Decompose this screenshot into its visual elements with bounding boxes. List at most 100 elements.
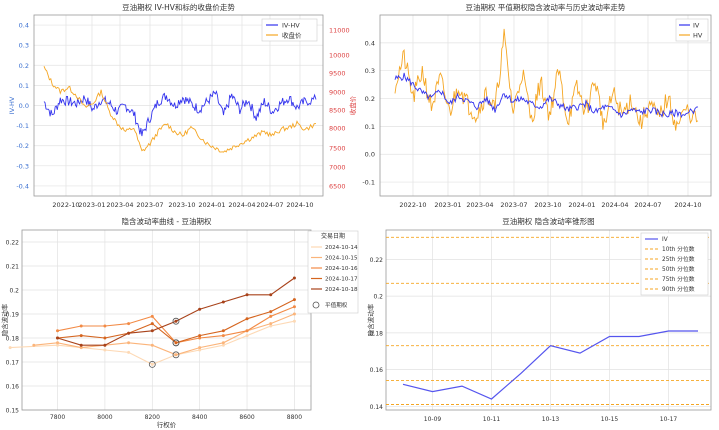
x-tick-label: 2023-01 <box>78 201 105 209</box>
x-tick-label: 10-09 <box>424 416 442 423</box>
legend-title: 交易日期 <box>321 232 345 240</box>
legend-label: HV <box>693 32 703 40</box>
y-right-tick-label: 7000 <box>329 164 346 172</box>
smile-point <box>245 293 249 297</box>
legend-label: 2024-10-15 <box>325 256 358 262</box>
y-tick-label: -0.1 <box>362 179 375 187</box>
legend-label: 25th 分位数 <box>662 255 695 263</box>
y-tick-label: 0.2 <box>365 95 375 103</box>
x-tick-label: 2023-07 <box>136 201 163 209</box>
panel-iv-hv-trend: 豆油期权 平值期权隐含波动率与历史波动率走势 0.4 0.3 0.2 0.1 0.0 -0.… <box>362 2 712 209</box>
smile-point <box>79 346 83 350</box>
x-tick-label: 2023-07 <box>500 201 527 209</box>
y-left-tick-label: -0.1 <box>16 122 29 130</box>
legend-label: 2024-10-18 <box>325 287 358 293</box>
legend: IV 10th 分位数 25th 分位数 50th 分位数 75th 分位数 90th 分… <box>640 232 709 296</box>
y-right-tick-label: 6500 <box>329 183 346 191</box>
y-tick-label: 0.2 <box>9 288 19 295</box>
y-tick-label: 0.3 <box>365 67 375 75</box>
x-tick-label: 2024-04 <box>228 201 255 209</box>
x-tick-label: 8000 <box>97 414 112 421</box>
y-left-tick-label: 0.2 <box>19 62 29 70</box>
x-tick-label: 2024-01 <box>198 201 225 209</box>
y-tick-label: 0.18 <box>370 330 384 337</box>
smile-series-line <box>57 277 295 346</box>
legend-label: 75th 分位数 <box>662 275 695 283</box>
iv-series-line <box>402 330 698 400</box>
x-tick-label: 10-13 <box>542 416 560 423</box>
y-right-tick-label: 9000 <box>329 89 346 97</box>
y-right-tick-label: 8500 <box>329 107 346 115</box>
y-right-axis-label: 收盘价 <box>348 95 357 115</box>
iv-hv-series-line <box>43 90 317 137</box>
legend-label: 2024-10-16 <box>325 266 358 272</box>
smile-point <box>245 329 249 333</box>
smile-point <box>127 331 131 335</box>
smile-point <box>221 300 225 304</box>
y-right-tick-label: 9500 <box>329 70 346 78</box>
panel-iv-hv-close: 豆油期权 IV-HV和标的收盘价走势 0.4 0.3 0.2 0.1 0.0 -0.1 -0.… <box>8 2 357 209</box>
smile-point <box>292 276 296 280</box>
legend-box <box>640 232 709 296</box>
x-tick-label: 7800 <box>50 414 65 421</box>
y-axis-label: 隐含波动率 <box>366 303 375 336</box>
smile-point <box>221 334 225 338</box>
smile-point <box>292 312 296 316</box>
y-left-tick-label: -0.2 <box>16 142 29 150</box>
chart-title: 豆油期权 IV-HV和标的收盘价走势 <box>122 2 235 12</box>
y-tick-label: 0.1 <box>365 123 375 131</box>
y-left-tick-label: 0.1 <box>19 82 29 90</box>
smile-point <box>245 317 249 321</box>
legend-label: 收盘价 <box>282 31 302 40</box>
y-tick-label: 0.21 <box>6 264 20 271</box>
x-tick-label: 10-15 <box>601 416 619 423</box>
smile-point <box>198 348 202 352</box>
smile-point <box>269 314 273 318</box>
y-left-tick-label: -0.4 <box>16 182 29 190</box>
smile-point <box>150 322 154 326</box>
smile-point <box>56 329 60 333</box>
legend-label: IV-HV <box>282 22 300 30</box>
x-tick-label: 2024-04 <box>601 201 628 209</box>
x-tick-label: 2023-10 <box>534 201 561 209</box>
smile-series-line <box>57 306 295 344</box>
plot-frame <box>21 229 312 411</box>
legend: IV HV <box>675 18 709 42</box>
legend-atm-marker <box>312 301 320 309</box>
atm-marker <box>148 360 156 368</box>
atm-marker <box>172 317 180 325</box>
legend-box <box>675 18 709 42</box>
smile-point <box>56 343 60 347</box>
legend-label: 10th 分位数 <box>662 245 695 253</box>
y-tick-label: 0.0 <box>365 151 375 159</box>
smile-point <box>221 329 225 333</box>
y-right-tick-label: 10000 <box>329 52 350 60</box>
y-tick-label: 0.16 <box>370 367 384 374</box>
legend-label: 50th 分位数 <box>662 265 695 273</box>
smile-point <box>150 362 154 366</box>
atm-marker <box>172 351 180 359</box>
smile-point <box>103 324 107 328</box>
y-right-tick-label: 8000 <box>329 125 346 133</box>
smile-point <box>198 334 202 338</box>
smile-point <box>245 334 249 338</box>
legend-label: IV <box>662 237 668 243</box>
x-tick-label: 8400 <box>192 414 207 421</box>
x-tick-label: 2024-07 <box>256 201 283 209</box>
plot-frame <box>379 14 712 197</box>
smile-point <box>32 343 36 347</box>
y-right-tick-label: 11000 <box>329 27 350 35</box>
y-tick-label: 0.16 <box>6 384 20 391</box>
smile-point <box>103 343 107 347</box>
smile-point <box>174 319 178 323</box>
y-tick-label: 0.18 <box>6 336 20 343</box>
panel-iv-cone: 豆油期权 隐含波动率锥形图 0.22 0.2 0.18 0.16 0.14 10-09 10-… <box>366 216 712 423</box>
y-tick-label: 0.4 <box>365 39 375 47</box>
y-tick-label: 0.2 <box>373 294 383 301</box>
y-tick-label: 0.19 <box>6 312 20 319</box>
smile-point <box>292 305 296 309</box>
atm-marker <box>172 339 180 347</box>
legend: 交易日期 2024-10-14 2024-10-15 2024-10-16 2024-1… <box>307 230 359 314</box>
